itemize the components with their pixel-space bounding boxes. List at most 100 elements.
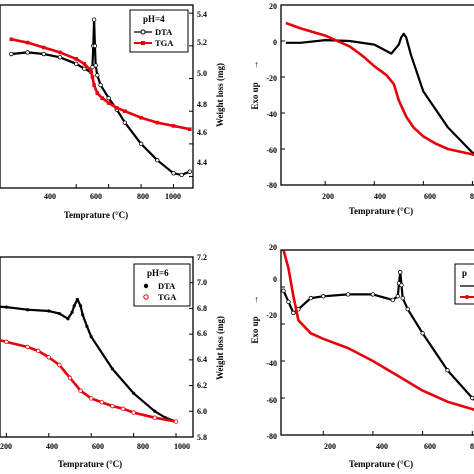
data-point-tga	[83, 62, 87, 66]
x-tick: 400	[374, 192, 386, 201]
x-tick: 1000	[165, 192, 181, 201]
series-marks	[0, 298, 178, 424]
y-tick: 4.6	[197, 128, 207, 137]
legend-marker-tga	[144, 295, 148, 299]
x-tick: 200	[0, 442, 12, 451]
data-point-tga	[100, 400, 104, 404]
y-tick: 6.6	[197, 329, 207, 338]
data-point-dta	[371, 293, 375, 297]
data-point-tga	[58, 363, 62, 367]
data-point-dta	[139, 142, 143, 146]
legend-title: p	[462, 268, 467, 278]
data-point-dta	[58, 312, 61, 315]
data-point-dta	[391, 298, 395, 302]
y-tick: 4.4	[197, 158, 207, 167]
x-tick: 200	[322, 192, 334, 201]
data-point-dta	[96, 73, 100, 77]
legend-label-dta: DTA	[155, 27, 173, 37]
y-axis-label: Exo up	[250, 316, 260, 343]
data-point-tga	[26, 345, 30, 349]
y-tick: -60	[266, 146, 277, 155]
data-point-dta	[93, 44, 97, 48]
x-tick: 800	[137, 192, 149, 201]
data-point-tga	[68, 376, 72, 380]
x-tick: 400	[46, 442, 58, 451]
data-point-tga	[26, 41, 30, 45]
x-tick: 200	[324, 442, 336, 451]
y-tick: 6.4	[197, 355, 207, 364]
data-point-dta	[42, 52, 46, 56]
data-point-tga	[123, 109, 127, 113]
data-point-dta	[123, 121, 127, 125]
data-point-dta	[85, 325, 88, 328]
series-line-tga	[284, 250, 474, 413]
data-point-tga	[89, 69, 93, 73]
data-point-tga	[111, 404, 115, 408]
data-point-dta	[71, 311, 74, 314]
y-tick: 6.2	[197, 381, 207, 390]
data-point-dta	[398, 270, 402, 274]
data-point-tga	[156, 121, 160, 125]
x-tick: 800	[137, 442, 149, 451]
y-tick: 20	[269, 2, 277, 11]
data-point-tga	[36, 349, 40, 353]
data-point-dta	[400, 283, 404, 287]
x-tick: 8	[470, 442, 474, 451]
data-point-tga	[58, 51, 62, 55]
data-point-dta	[346, 293, 350, 297]
y-tick: 20	[269, 243, 277, 252]
y-axis-arrow: →	[250, 296, 260, 305]
y-tick: 5.2	[197, 38, 207, 47]
series-marks	[282, 250, 474, 413]
legend: pH=6 DTA TGA	[134, 264, 190, 306]
y-tick: 6.8	[197, 304, 207, 313]
axis-ticks	[281, 250, 472, 435]
data-point-dta	[66, 317, 69, 320]
data-point-tga	[47, 355, 51, 359]
x-tick: 600	[92, 442, 104, 451]
y-tick: 7.2	[197, 253, 207, 262]
data-point-tga	[172, 124, 176, 128]
series-marks	[286, 23, 474, 158]
data-point-dta	[188, 170, 192, 174]
y-axis-label-right: Weight loss (mg)	[215, 63, 225, 127]
panel-pH4-thermal: 400 600 800 1000 5.4 5.2 5.0 4.8 4.6 4.4…	[0, 5, 225, 220]
panel-tr-exo: 200 400 600 8 20 0 -20 -40 -60 -80 Tempr…	[250, 2, 474, 216]
data-point-dta	[26, 51, 30, 55]
data-point-tga	[91, 75, 95, 79]
data-point-tga	[74, 57, 78, 61]
y-tick: 0	[273, 38, 277, 47]
y-tick: -60	[266, 396, 277, 405]
data-point-dta	[107, 96, 111, 100]
data-point-dta	[99, 83, 103, 87]
x-tick: 400	[376, 442, 388, 451]
y-axis-label: Exo up	[250, 82, 260, 109]
series-line-dta	[0, 299, 176, 421]
data-point-dta	[287, 300, 291, 304]
y-tick: 5.8	[197, 433, 207, 442]
data-point-dta	[421, 331, 425, 335]
x-tick: 600	[424, 192, 436, 201]
panel-pH6-thermal: 200 400 600 800 1000 5.8 6.0 6.2 6.4 6.6…	[0, 253, 225, 469]
data-point-tga	[96, 91, 100, 95]
x-axis-label: Temprature (°C)	[64, 210, 128, 220]
data-point-dta	[401, 296, 405, 300]
data-point-dta	[47, 309, 50, 312]
series-line-dta	[286, 34, 474, 158]
legend: p	[455, 264, 474, 304]
x-axis-label: Temprature (°C)	[349, 459, 413, 469]
data-point-tga	[5, 340, 9, 344]
y-tick: -80	[266, 432, 277, 441]
y-tick: 7.0	[197, 278, 207, 287]
y-tick: -40	[266, 359, 277, 368]
data-point-dta	[92, 18, 96, 22]
legend-title: pH=4	[143, 14, 165, 24]
data-point-dta	[94, 64, 98, 68]
data-point-tga	[121, 407, 125, 411]
data-point-dta	[406, 307, 410, 311]
y-tick: -80	[266, 181, 277, 190]
data-point-dta	[83, 67, 87, 71]
legend-marker-dta	[144, 284, 148, 288]
legend-title: pH=6	[147, 268, 169, 278]
legend-marker-tga	[141, 41, 145, 45]
